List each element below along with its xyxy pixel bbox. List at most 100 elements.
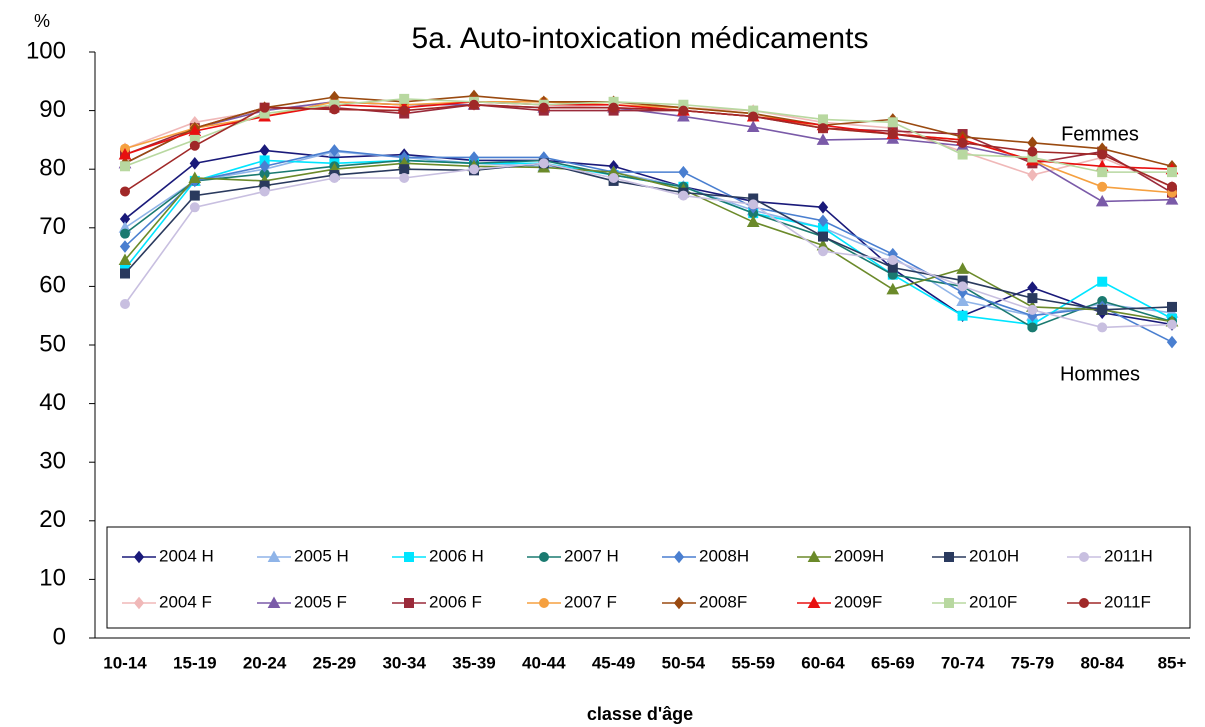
- legend-label: 2006 H: [429, 546, 484, 565]
- data-point: [957, 281, 968, 292]
- data-point: [1097, 149, 1108, 160]
- x-tick-label: 25-29: [313, 653, 356, 672]
- legend-label: 2006 F: [429, 592, 482, 611]
- y-tick-label: 20: [39, 506, 66, 533]
- legend-marker: [133, 550, 145, 564]
- data-point: [329, 172, 340, 183]
- data-point: [887, 255, 898, 266]
- data-point: [886, 282, 900, 295]
- data-point: [1167, 167, 1177, 178]
- legend-marker: [404, 552, 414, 562]
- data-point: [1097, 322, 1108, 333]
- legend-label: 2009F: [834, 592, 882, 611]
- data-point: [118, 253, 132, 266]
- series-line: [124, 162, 1173, 329]
- data-point: [469, 164, 479, 175]
- data-point: [1027, 293, 1038, 304]
- data-point: [957, 137, 968, 148]
- series-line: [124, 159, 1173, 326]
- data-point: [1097, 167, 1108, 178]
- y-tick-label: 50: [39, 330, 66, 357]
- series-line: [124, 101, 1173, 188]
- y-tick-label: 80: [39, 155, 66, 182]
- legend-marker: [404, 598, 414, 608]
- y-tick-label: 40: [39, 389, 66, 416]
- data-point: [1027, 304, 1038, 315]
- x-axis-label: classe d'âge: [587, 704, 693, 724]
- data-point: [120, 268, 130, 279]
- x-tick-label: 20-24: [243, 653, 287, 672]
- y-tick-label: 60: [39, 272, 66, 299]
- data-point: [818, 123, 828, 134]
- data-point: [1027, 168, 1038, 182]
- data-point: [887, 129, 898, 140]
- x-tick-label: 85+: [1158, 653, 1187, 672]
- series-line: [124, 149, 1173, 326]
- data-point: [957, 149, 968, 160]
- legend-label: 2008F: [699, 592, 747, 611]
- series-line: [124, 162, 1173, 311]
- data-point: [469, 99, 479, 110]
- y-axis-label: %: [34, 11, 50, 31]
- legend-marker: [673, 550, 685, 564]
- data-point: [678, 165, 689, 179]
- y-tick-label: 30: [39, 448, 66, 475]
- data-point: [957, 310, 968, 321]
- series-line: [124, 149, 1173, 343]
- data-point: [120, 298, 130, 309]
- x-tick-label: 10-14: [103, 653, 147, 672]
- legend-label: 2007 H: [564, 546, 619, 565]
- legend-label: 2005 F: [294, 592, 347, 611]
- data-point: [259, 102, 270, 113]
- legend-label: 2004 H: [159, 546, 214, 565]
- x-tick-label: 70-74: [941, 653, 985, 672]
- data-point: [399, 172, 410, 183]
- data-point: [1167, 301, 1177, 312]
- data-point: [1097, 181, 1108, 192]
- data-point: [120, 186, 130, 197]
- x-tick-label: 45-49: [592, 653, 635, 672]
- chart-title: 5a. Auto-intoxication médicaments: [412, 22, 869, 55]
- x-tick-label: 80-84: [1080, 653, 1124, 672]
- data-point: [818, 231, 828, 242]
- data-point: [189, 202, 200, 213]
- data-point: [1095, 194, 1109, 207]
- data-point: [956, 262, 969, 274]
- data-point: [748, 111, 759, 122]
- legend: [106, 526, 1191, 629]
- annotation: Hommes: [1060, 363, 1140, 385]
- data-point: [120, 228, 130, 239]
- legend-marker: [1079, 552, 1089, 562]
- series-line: [124, 159, 1173, 329]
- legend-label: 2004 F: [159, 592, 212, 611]
- legend-label: 2010F: [969, 592, 1017, 611]
- data-point: [956, 294, 969, 307]
- data-point: [678, 190, 689, 201]
- data-point: [120, 161, 130, 172]
- y-tick-label: 70: [39, 213, 66, 240]
- data-point: [748, 199, 759, 210]
- legend-label: 2011H: [1104, 546, 1153, 565]
- legend-marker: [944, 552, 954, 562]
- data-point: [1165, 193, 1179, 205]
- legend-marker: [807, 550, 821, 562]
- data-point: [259, 159, 270, 173]
- data-point: [817, 201, 829, 214]
- series-line: [124, 101, 1173, 203]
- data-point: [399, 105, 410, 116]
- x-tick-label: 40-44: [522, 653, 566, 672]
- data-point: [538, 158, 549, 169]
- data-point: [329, 104, 340, 115]
- data-point: [188, 171, 202, 183]
- y-tick-label: 0: [53, 623, 66, 650]
- legend-marker: [539, 552, 549, 562]
- y-tick-label: 100: [26, 37, 66, 64]
- legend-marker: [133, 596, 145, 610]
- data-point: [118, 148, 132, 160]
- data-point: [816, 133, 830, 145]
- legend-marker: [539, 598, 549, 608]
- legend-label: 2010H: [969, 546, 1019, 565]
- data-point: [608, 172, 619, 183]
- x-tick-label: 35-39: [452, 653, 495, 672]
